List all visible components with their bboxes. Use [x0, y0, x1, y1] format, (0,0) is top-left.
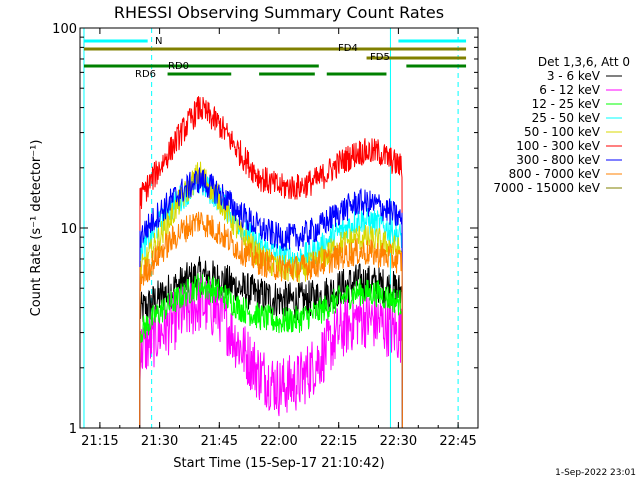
legend-label-7: 800 - 7000 keV [509, 167, 601, 181]
x-tick-label-2: 21:45 [201, 434, 238, 449]
x-tick-label-0: 21:15 [81, 434, 118, 449]
annotation-n: N [155, 36, 162, 47]
y-tick-label-0: 1 [69, 422, 77, 437]
legend-label-0: 3 - 6 keV [547, 69, 601, 83]
legend-label-8: 7000 - 15000 keV [493, 181, 600, 195]
legend-label-5: 100 - 300 keV [516, 139, 600, 153]
legend-label-3: 25 - 50 keV [532, 111, 601, 125]
series-line-6 [139, 167, 403, 429]
x-axis-label: Start Time (15-Sep-17 21:10:42) [173, 456, 384, 471]
annotation-fd4: FD4 [338, 43, 358, 54]
series-line-7 [139, 211, 403, 429]
legend-label-4: 50 - 100 keV [524, 125, 601, 139]
x-tick-label-1: 21:30 [141, 434, 178, 449]
x-tick-label-5: 22:30 [380, 434, 417, 449]
y-axis-label: Count Rate (s⁻¹ detector⁻¹) [29, 140, 44, 317]
annotation-rd0: RD0 [168, 61, 189, 72]
legend-label-6: 300 - 800 keV [516, 153, 600, 167]
legend-label-2: 12 - 25 keV [532, 97, 601, 111]
x-tick-label-6: 22:45 [439, 434, 476, 449]
x-tick-label-4: 22:15 [320, 434, 357, 449]
series-line-5 [139, 96, 403, 429]
series-line-0 [139, 256, 403, 429]
legend-label-1: 6 - 12 keV [539, 83, 601, 97]
y-tick-label-2: 100 [52, 22, 77, 37]
legend-title: Det 1,3,6, Att 0 [538, 55, 630, 69]
generated-timestamp: 1-Sep-2022 23:01 [555, 468, 636, 478]
annotation-fd5: FD5 [370, 52, 390, 63]
series-line-2 [139, 273, 403, 429]
chart-title: RHESSI Observing Summary Count Rates [114, 3, 444, 22]
y-tick-label-1: 10 [60, 222, 77, 237]
x-tick-label-3: 22:00 [260, 434, 297, 449]
annotation-rd6: RD6 [135, 69, 156, 80]
